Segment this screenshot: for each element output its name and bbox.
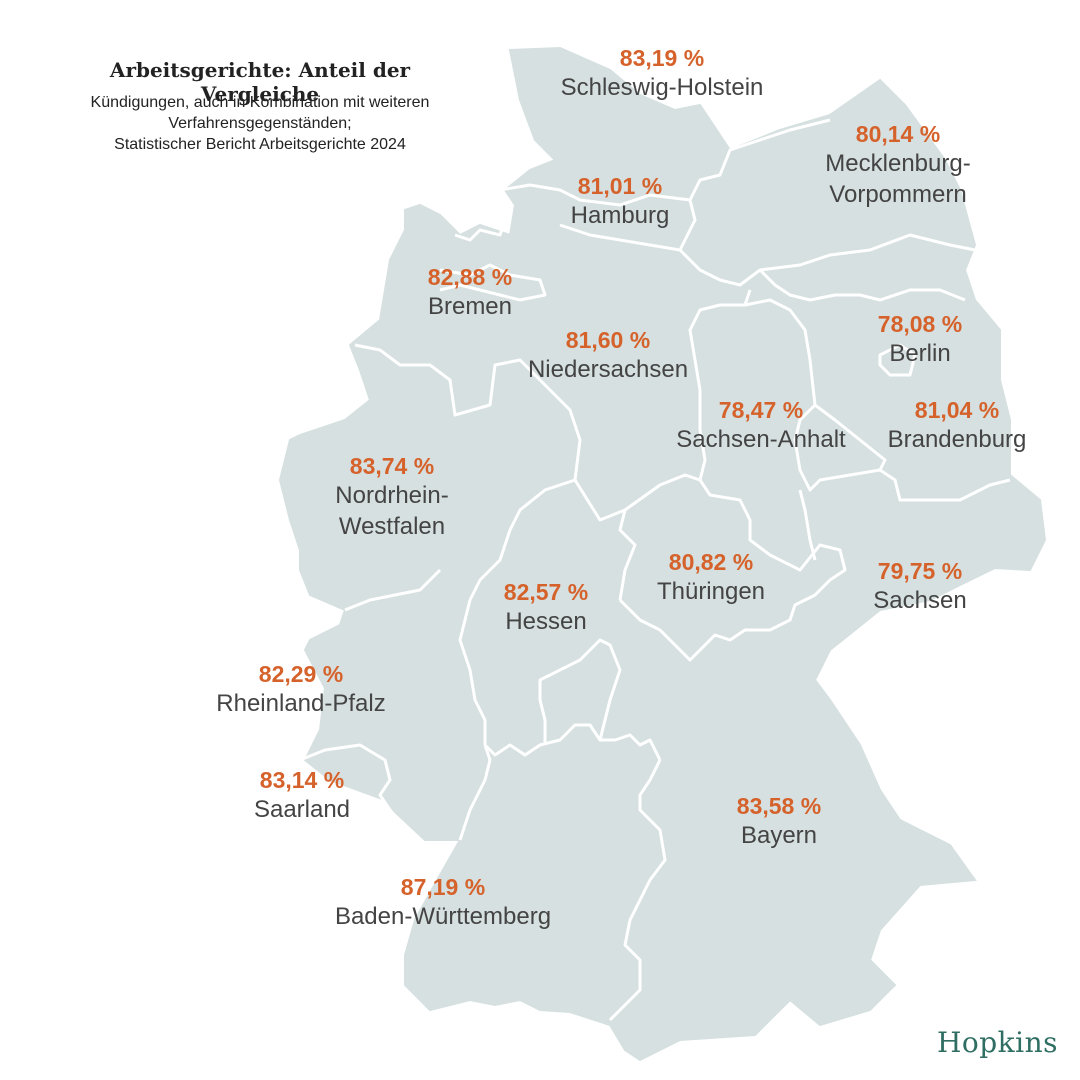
state-value: 83,58 % — [736, 793, 822, 819]
state-name: Bayern — [740, 822, 818, 849]
state-value: 80,82 % — [668, 549, 754, 575]
state-value: 87,19 % — [400, 874, 486, 900]
state-value: 83,19 % — [619, 45, 705, 71]
state-label-brandenburg: 81,04 % Brandenburg — [888, 396, 1027, 455]
state-name: Bremen — [427, 293, 513, 320]
state-value: 83,74 % — [349, 453, 435, 479]
state-label-rheinland-pfalz: 82,29 % Rheinland-Pfalz — [216, 660, 385, 719]
state-name: Westfalen — [338, 513, 446, 540]
state-label-baden-wuerttemberg: 87,19 % Baden-Württemberg — [335, 873, 551, 932]
state-value: 78,08 % — [877, 311, 963, 337]
state-value: 83,14 % — [259, 767, 345, 793]
state-value: 80,14 % — [855, 121, 941, 147]
state-value: 82,29 % — [258, 661, 344, 687]
subtitle-line: Verfahrensgegenständen; — [168, 115, 352, 132]
state-label-hamburg: 81,01 % Hamburg — [571, 172, 670, 231]
state-label-sachsen-anhalt: 78,47 % Sachsen-Anhalt — [676, 396, 845, 455]
state-label-nordrhein-westfalen: 83,74 % Nordrhein- Westfalen — [335, 452, 448, 542]
state-borders — [299, 118, 1011, 1022]
state-label-mecklenburg-vorpommern: 80,14 % Mecklenburg- Vorpommern — [825, 120, 970, 210]
map-title: Arbeitsgerichte: Anteil der Vergleiche — [109, 58, 411, 106]
state-label-bremen: 82,88 % Bremen — [428, 263, 512, 322]
state-name: Schleswig-Holstein — [560, 74, 764, 101]
state-name: Brandenburg — [887, 426, 1027, 453]
state-name: Vorpommern — [829, 181, 967, 208]
state-name: Sachsen — [873, 587, 967, 614]
state-value: 81,01 % — [577, 173, 663, 199]
state-name: Niedersachsen — [527, 356, 689, 383]
state-label-thueringen: 80,82 % Thüringen — [657, 548, 765, 607]
state-name: Nordrhein- — [335, 482, 449, 509]
state-label-hessen: 82,57 % Hessen — [504, 578, 588, 637]
brand-logo: Hopkins — [936, 1026, 1058, 1059]
state-name: Hessen — [505, 608, 587, 635]
state-name: Mecklenburg- — [825, 150, 971, 177]
state-name: Baden-Württemberg — [334, 903, 552, 930]
state-name: Hamburg — [570, 202, 670, 229]
state-value: 82,88 % — [427, 264, 513, 290]
subtitle-line: Statistischer Bericht Arbeitsgerichte 20… — [114, 136, 406, 153]
state-label-sachsen: 79,75 % Sachsen — [873, 557, 966, 616]
state-name: Thüringen — [656, 578, 766, 605]
state-label-niedersachsen: 81,60 % Niedersachsen — [528, 326, 688, 385]
map-subtitle: Kündigungen, auch in Kombination mit wei… — [40, 92, 480, 155]
state-name: Berlin — [889, 340, 951, 367]
state-value: 78,47 % — [718, 397, 804, 423]
state-value: 82,57 % — [503, 579, 589, 605]
state-label-saarland: 83,14 % Saarland — [254, 766, 350, 825]
state-label-berlin: 78,08 % Berlin — [878, 310, 962, 369]
subtitle-line: Kündigungen, auch in Kombination mit wei… — [90, 94, 430, 111]
state-name: Sachsen-Anhalt — [676, 426, 846, 453]
state-name: Rheinland-Pfalz — [216, 690, 386, 717]
state-name: Saarland — [253, 796, 351, 823]
state-label-schleswig-holstein: 83,19 % Schleswig-Holstein — [561, 44, 764, 103]
state-value: 81,04 % — [914, 397, 1000, 423]
state-label-bayern: 83,58 % Bayern — [737, 792, 821, 851]
state-value: 79,75 % — [877, 558, 963, 584]
state-value: 81,60 % — [565, 327, 651, 353]
